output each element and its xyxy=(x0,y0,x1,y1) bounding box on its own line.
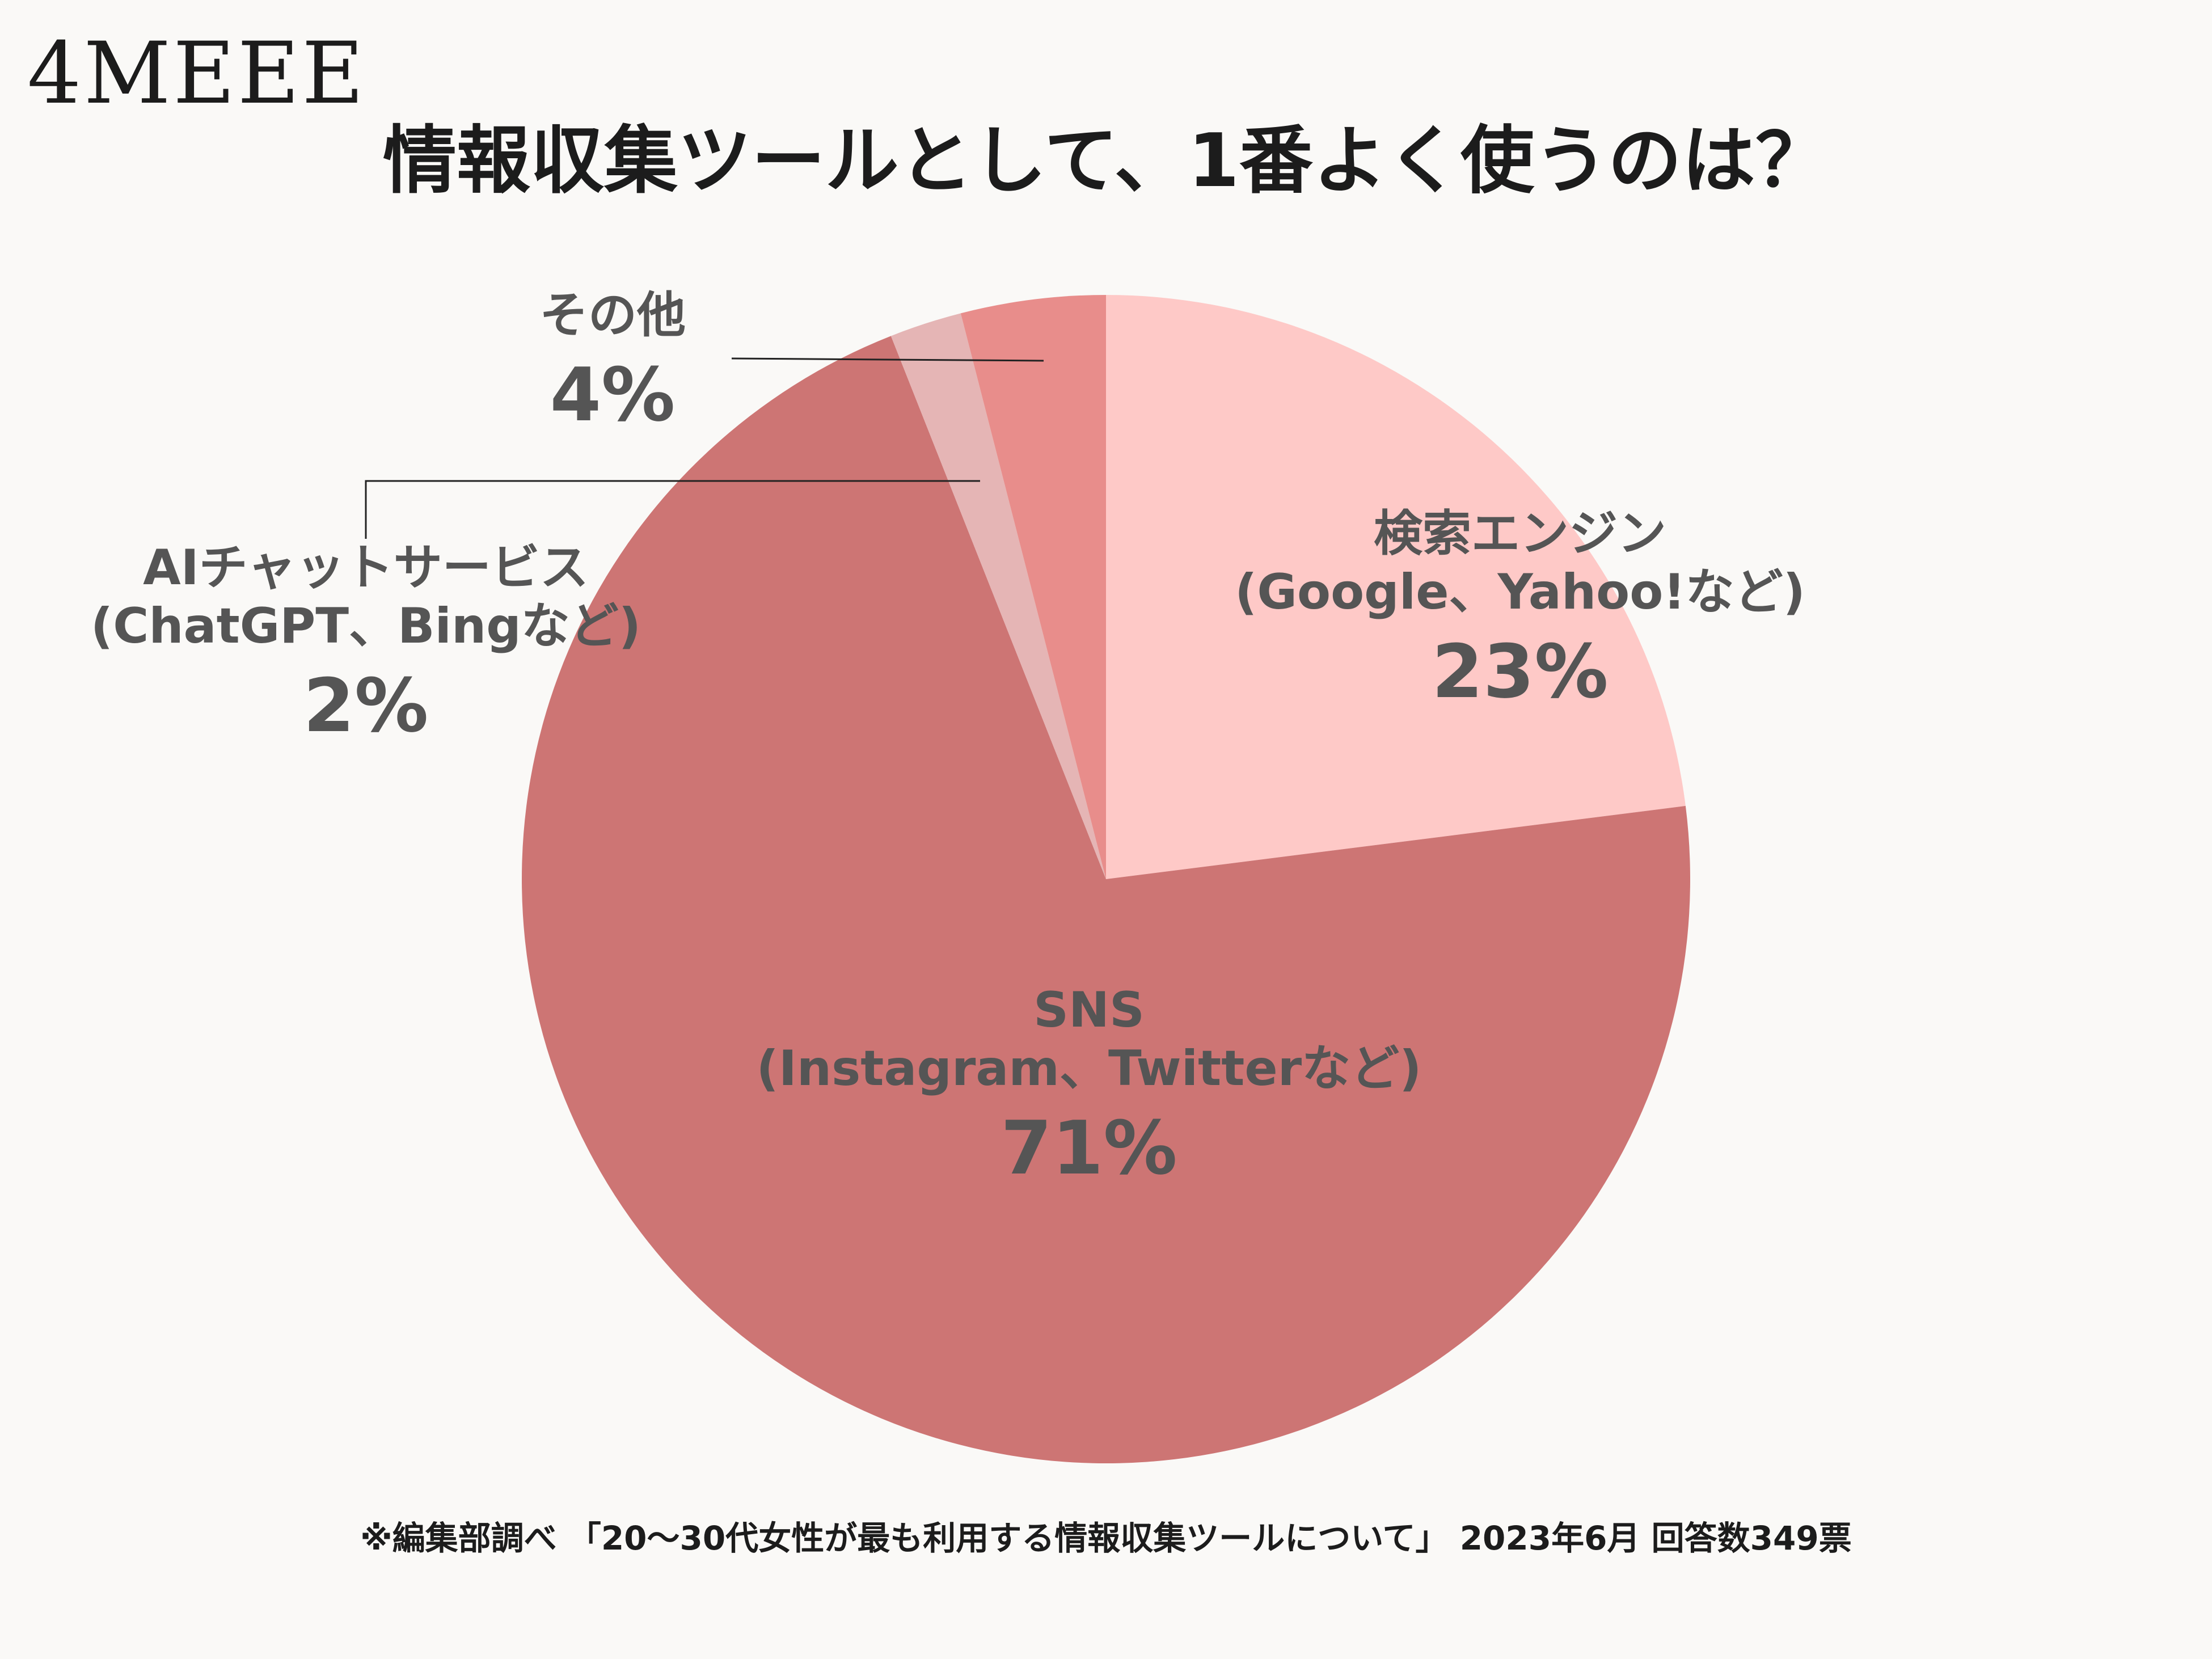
slice-label-other: その他 4% xyxy=(539,286,686,439)
pie-slice-sns xyxy=(522,336,1690,1463)
pie-slice-ai-chat xyxy=(890,313,1106,879)
pie-slice-other xyxy=(960,295,1106,879)
leader-line-ai-chat xyxy=(365,480,980,539)
slice-label-ai-chat-percent: 2% xyxy=(303,662,429,749)
slice-label-ai-chat: AIチャットサービス (ChatGPT、Bingなど) 2% xyxy=(91,539,641,750)
source-footnote: ※編集部調べ 「20〜30代女性が最も利用する情報収集ツールについて」 2023… xyxy=(360,1519,1852,1557)
slice-label-search: 検索エンジン (Google、Yahoo!など) 23% xyxy=(1235,505,1805,716)
chart-title: 情報収集ツールとして、1番よく使うのは？ xyxy=(382,117,1830,204)
leader-line-other xyxy=(731,357,1044,362)
slice-label-other-percent: 4% xyxy=(550,352,676,438)
slice-label-search-name: 検索エンジン xyxy=(1373,505,1666,562)
brand-logo: 4MEEE xyxy=(27,24,366,123)
slice-label-sns-detail: (Instagram、Twitterなど) xyxy=(756,1040,1422,1097)
slice-label-sns-percent: 71% xyxy=(1001,1105,1177,1192)
slice-label-search-detail: (Google、Yahoo!など) xyxy=(1235,564,1805,621)
slice-label-search-percent: 23% xyxy=(1432,628,1609,715)
slice-label-ai-chat-detail: (ChatGPT、Bingなど) xyxy=(90,598,641,655)
slice-label-sns: SNS (Instagram、Twitterなど) 71% xyxy=(757,981,1422,1192)
slice-label-ai-chat-name: AIチャットサービス xyxy=(143,539,589,596)
slice-label-sns-name: SNS xyxy=(1033,982,1145,1039)
slice-label-other-name: その他 xyxy=(539,287,686,344)
pie-slice-search xyxy=(1106,295,1686,879)
